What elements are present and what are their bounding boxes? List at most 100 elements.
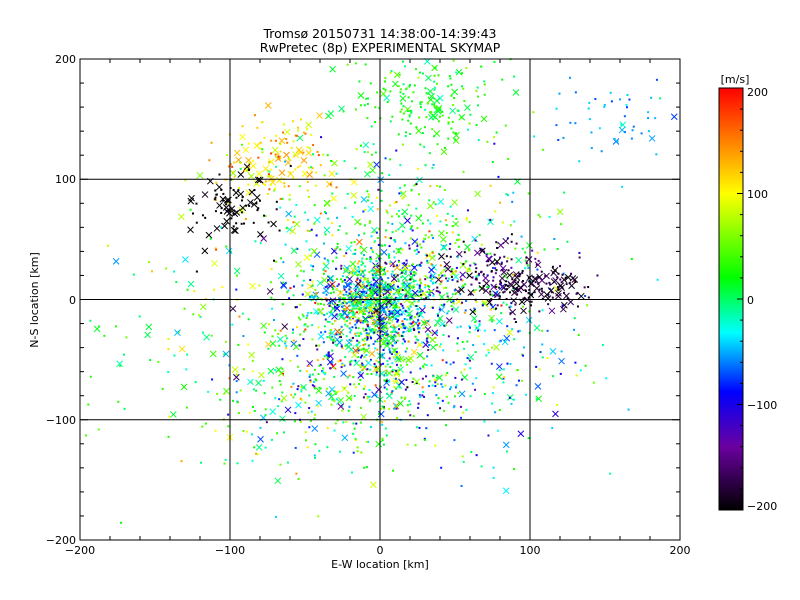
scatter-point-dot [436, 383, 439, 386]
scatter-point-x [188, 194, 195, 202]
scatter-point-x [440, 243, 447, 251]
scatter-point-dot [518, 329, 521, 332]
scatter-point-dot [379, 407, 382, 410]
scatter-point-dot [313, 385, 316, 388]
scatter-point-dot [210, 334, 213, 337]
scatter-point-dot [148, 261, 151, 264]
scatter-point-x [563, 292, 570, 300]
scatter-point-dot [403, 340, 406, 343]
scatter-point-dot [509, 312, 512, 315]
scatter-point-dot [447, 401, 450, 404]
scatter-point-dot [405, 259, 408, 262]
scatter-point-dot [375, 196, 378, 199]
scatter-point-dot [345, 269, 348, 272]
scatter-point-dot [281, 358, 284, 361]
scatter-point-dot [556, 247, 559, 250]
scatter-point-dot [313, 204, 316, 207]
scatter-point-dot [423, 126, 426, 129]
scatter-point-dot [384, 312, 387, 315]
scatter-point-dot [408, 400, 411, 403]
scatter-point-dot [208, 159, 211, 162]
scatter-point-dot [397, 280, 400, 283]
scatter-point-dot [285, 347, 288, 350]
scatter-point-dot [556, 276, 559, 279]
scatter-point-dot [391, 312, 394, 315]
scatter-point-dot [560, 223, 563, 226]
scatter-point-dot [373, 297, 376, 300]
scatter-point-dot [424, 286, 427, 289]
scatter-point-dot [339, 334, 342, 337]
scatter-point-x [429, 343, 437, 351]
scatter-point-x [502, 237, 510, 245]
scatter-point-dot [392, 380, 395, 383]
scatter-point-dot [409, 316, 412, 319]
scatter-point-dot [369, 335, 372, 338]
scatter-point-x [375, 386, 383, 393]
scatter-point-dot [541, 356, 544, 359]
scatter-point-dot [417, 331, 420, 334]
scatter-point-dot [432, 281, 435, 284]
scatter-point-x [269, 340, 277, 347]
scatter-point-dot [264, 413, 267, 416]
scatter-point-dot [365, 328, 368, 331]
scatter-point-x [340, 370, 347, 378]
scatter-point-dot [316, 359, 319, 362]
scatter-point-dot [337, 229, 340, 232]
scatter-point-x [435, 276, 442, 284]
scatter-point-dot [498, 369, 501, 372]
scatter-point-dot [222, 199, 225, 202]
scatter-point-dot [405, 270, 408, 273]
scatter-point-dot [466, 270, 469, 273]
scatter-point-dot [358, 383, 361, 386]
scatter-point-dot [370, 283, 373, 286]
scatter-point-x [278, 137, 286, 145]
scatter-point-dot [381, 280, 384, 283]
scatter-point-dot [466, 209, 469, 212]
scatter-point-x [415, 214, 422, 222]
scatter-point-dot [425, 337, 428, 340]
scatter-point-dot [377, 273, 380, 276]
scatter-point-dot [237, 412, 240, 415]
scatter-point-dot [384, 261, 387, 264]
scatter-point-dot [498, 408, 501, 411]
scatter-point-dot [389, 158, 392, 161]
scatter-point-x [420, 319, 428, 327]
scatter-point-dot [296, 354, 299, 357]
scatter-point-x [393, 309, 401, 316]
scatter-point-dot [483, 420, 486, 423]
scatter-point-dot [468, 359, 471, 362]
scatter-point-dot [405, 347, 408, 350]
scatter-point-x [277, 369, 285, 377]
scatter-point-dot [450, 127, 453, 130]
scatter-point-dot [366, 190, 369, 193]
scatter-point-dot [281, 391, 284, 394]
scatter-point-dot [331, 234, 334, 237]
scatter-point-dot [469, 113, 472, 116]
scatter-point-dot [331, 260, 334, 263]
scatter-point-dot [403, 358, 406, 361]
scatter-point-dot [492, 466, 495, 469]
scatter-point-dot [457, 233, 460, 236]
scatter-point-x [242, 146, 250, 154]
scatter-point-dot [252, 388, 255, 391]
scatter-point-x [380, 249, 388, 256]
x-tick-label: 0 [377, 544, 384, 557]
scatter-point-dot [493, 142, 496, 145]
scatter-point-x [329, 65, 336, 73]
scatter-point-dot [373, 362, 376, 365]
scatter-point-dot [290, 393, 293, 396]
scatter-point-dot [623, 131, 626, 134]
scatter-point-dot [387, 254, 390, 257]
scatter-point-dot [376, 299, 379, 302]
scatter-point-dot [603, 103, 606, 106]
scatter-point-dot [271, 386, 274, 389]
scatter-point-dot [410, 226, 413, 229]
scatter-point-dot [235, 391, 238, 394]
scatter-point-x [295, 260, 302, 268]
scatter-point-dot [389, 351, 392, 354]
scatter-point-dot [436, 82, 439, 85]
scatter-point-dot [370, 329, 373, 332]
scatter-point-dot [247, 142, 250, 145]
scatter-point-dot [340, 267, 343, 270]
scatter-point-dot [359, 379, 362, 382]
